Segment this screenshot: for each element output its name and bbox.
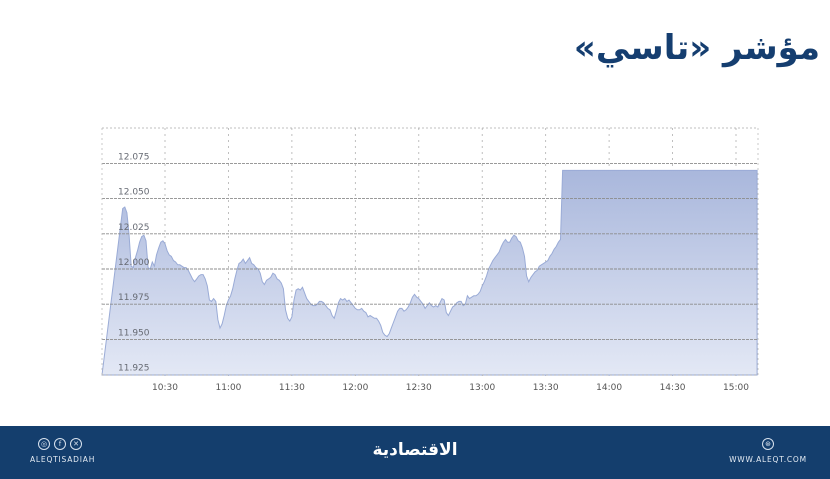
social-handle[interactable]: ALEQTISADIAH: [30, 455, 96, 464]
website-block: ⊛ WWW.ALEQT.COM: [728, 438, 808, 464]
x-icon[interactable]: ✕: [70, 438, 82, 450]
index-area-series: [101, 169, 758, 376]
horizontal-gridlines: [102, 162, 758, 340]
y-tick-label: 11.925: [118, 364, 150, 374]
y-tick-label: 12.025: [118, 223, 150, 233]
y-tick-label: 12.000: [118, 258, 150, 268]
y-tick-label: 11.950: [118, 328, 150, 338]
x-tick-label: 13:00: [469, 383, 495, 393]
x-tick-label: 14:30: [660, 383, 686, 393]
social-block: ◎ f ✕ ALEQTISADIAH: [30, 438, 96, 464]
y-tick-label: 12.050: [118, 188, 150, 198]
instagram-icon[interactable]: ◎: [38, 438, 50, 450]
x-tick-label: 12:00: [342, 383, 368, 393]
x-tick-label: 15:00: [723, 383, 749, 393]
facebook-icon[interactable]: f: [54, 438, 66, 450]
x-tick-label: 14:00: [596, 383, 622, 393]
area-chart-svg: 12.075 12.050 12.025 12.000 11.975 11.950 11.9…: [101, 127, 759, 393]
x-tick-label: 13:30: [533, 383, 559, 393]
website-link[interactable]: WWW.ALEQT.COM: [729, 455, 807, 464]
x-axis-ticks: 10:30 11:00 11:30 12:00 12:30 13:00 13:30 14:00…: [152, 383, 749, 393]
x-tick-label: 10:30: [152, 383, 178, 393]
x-tick-label: 11:30: [279, 383, 305, 393]
x-tick-label: 12:30: [406, 383, 432, 393]
footer-bar: ◎ f ✕ ALEQTISADIAH الاقتصادية ⊛ WWW.ALEQ…: [0, 426, 830, 479]
page-title: مؤشر «تاسي»: [573, 28, 820, 68]
y-tick-label: 12.075: [118, 152, 150, 162]
tasi-index-chart: 12.075 12.050 12.025 12.000 11.975 11.950 11.9…: [101, 127, 759, 393]
y-tick-label: 11.975: [118, 293, 150, 303]
globe-icon: ⊛: [762, 438, 774, 450]
x-tick-label: 11:00: [215, 383, 241, 393]
y-axis-ticks: 12.075 12.050 12.025 12.000 11.975 11.950 11.9…: [118, 152, 150, 373]
brand-logo: الاقتصادية: [372, 440, 458, 460]
